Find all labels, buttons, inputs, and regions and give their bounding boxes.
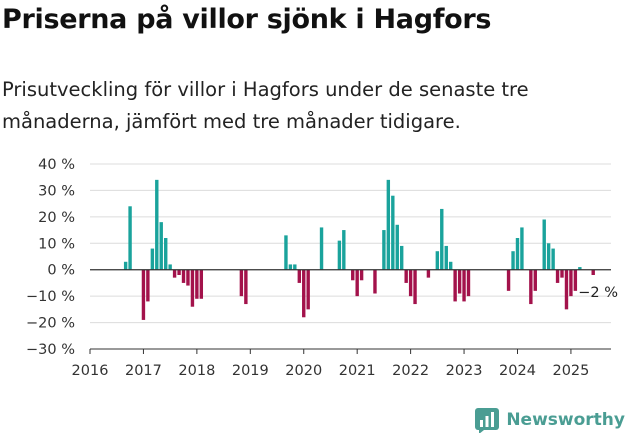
bar (172, 269, 177, 278)
x-tick-label: 2018 (178, 363, 215, 379)
y-tick-label: 20 % (38, 210, 75, 226)
bar (244, 269, 248, 305)
bar (457, 269, 462, 294)
latest-value-annotation: −2 % (578, 285, 618, 301)
bar (386, 179, 391, 270)
bar (195, 269, 199, 299)
bar (578, 267, 582, 270)
bar (444, 245, 448, 270)
y-tick-label: 0 % (47, 263, 75, 279)
tick-labels: 40 % 30 % 20 % 10 % 0 % −10 % −20 % −30 % 2016 20… (26, 157, 618, 379)
bar (128, 206, 132, 270)
x-tick-label: 2025 (552, 363, 589, 379)
x-tick-label: 2020 (285, 363, 322, 379)
bar (319, 227, 324, 270)
bars (123, 179, 595, 320)
bar-chart: 40 % 30 % 20 % 10 % 0 % −10 % −20 % −30 % 2016 20… (26, 157, 618, 379)
bar (373, 269, 377, 294)
bar (146, 269, 150, 302)
bar (511, 251, 515, 270)
bar (239, 269, 244, 297)
bar (555, 269, 560, 283)
bar (284, 235, 288, 270)
x-tick-label: 2016 (72, 363, 109, 379)
bar (293, 264, 297, 270)
x-tick-label: 2021 (339, 363, 376, 379)
bar (408, 269, 413, 297)
brand-name: Newsworthy (506, 410, 625, 430)
chart-title: Priserna på villor sjönk i Hagfors (2, 4, 492, 35)
bar (462, 269, 466, 302)
y-tick-label: 30 % (38, 183, 75, 199)
bar (342, 230, 346, 270)
bar (199, 269, 204, 299)
bar (506, 269, 511, 291)
bar (190, 269, 195, 307)
bar (351, 269, 355, 281)
bar (404, 269, 408, 283)
bar (569, 269, 573, 297)
bar (426, 269, 431, 278)
bar (355, 269, 359, 297)
bar (515, 238, 520, 270)
y-tick-label: −30 % (26, 342, 75, 358)
gridlines (90, 163, 611, 324)
bar (533, 269, 537, 291)
bar (297, 269, 302, 283)
bar (302, 269, 306, 318)
newsworthy-logo-icon (475, 408, 500, 433)
bar (123, 261, 128, 270)
x-tick-label: 2023 (446, 363, 483, 379)
bar (306, 269, 310, 310)
bar (399, 245, 404, 270)
x-tick-label: 2024 (499, 363, 536, 379)
bar (440, 208, 444, 270)
brand-logo[interactable]: Newsworthy (474, 405, 625, 435)
bar (591, 269, 595, 275)
y-tick-label: −20 % (26, 316, 75, 332)
y-tick-label: 10 % (38, 236, 75, 252)
bar (382, 230, 386, 270)
bar (453, 269, 457, 302)
bar (395, 224, 399, 270)
x-tick-label: 2022 (392, 363, 429, 379)
bar (448, 261, 453, 270)
bar (288, 264, 293, 270)
bar (150, 248, 155, 270)
bar (551, 248, 555, 270)
bar (337, 240, 342, 270)
bar (560, 269, 564, 278)
y-tick-label: 40 % (38, 157, 75, 173)
y-tick-label: −10 % (26, 289, 75, 305)
bar (359, 269, 364, 281)
bar (564, 269, 569, 310)
chart-subtitle: Prisutveckling för villor i Hagfors unde… (2, 78, 529, 133)
bar (573, 269, 578, 291)
bar (168, 264, 172, 270)
bar (141, 269, 146, 320)
bar (466, 269, 471, 297)
bar (177, 269, 181, 275)
bar (520, 227, 524, 270)
bar (413, 269, 417, 305)
axes (89, 269, 611, 354)
bar (435, 251, 440, 270)
bar (391, 195, 395, 270)
bar (186, 269, 190, 286)
bar (181, 269, 186, 283)
bar (546, 243, 551, 270)
bar (529, 269, 533, 305)
x-tick-label: 2019 (232, 363, 269, 379)
bar (164, 238, 168, 270)
bar (155, 179, 159, 270)
x-tick-label: 2017 (125, 363, 162, 379)
bar (159, 222, 163, 270)
bar (542, 219, 546, 270)
